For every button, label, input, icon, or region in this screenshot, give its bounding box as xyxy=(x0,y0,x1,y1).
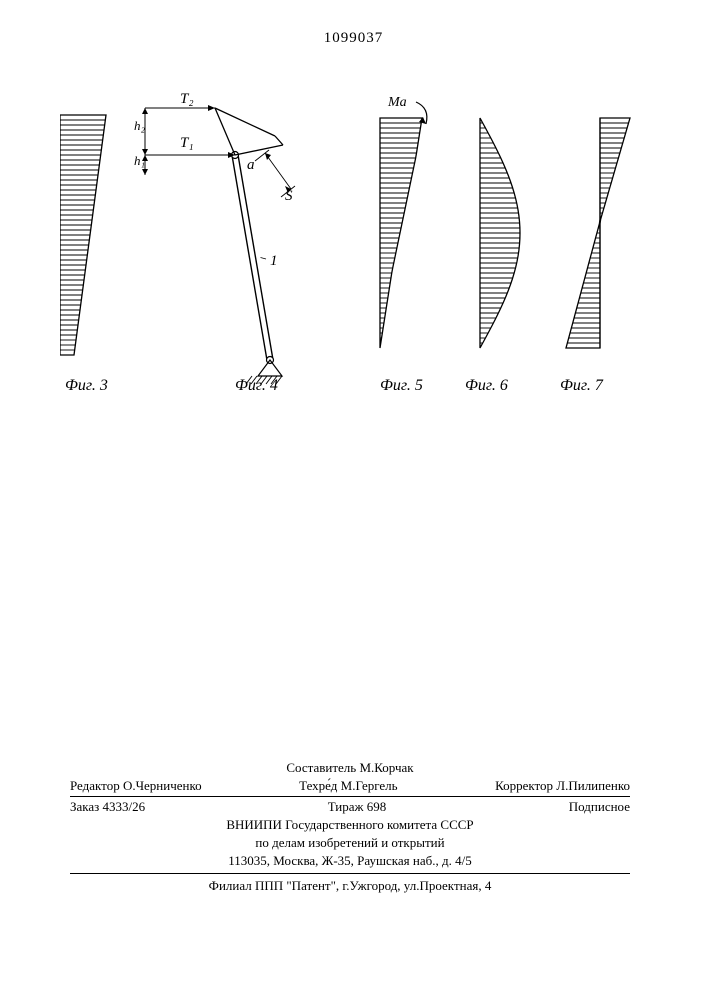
fig7-label: Фиг. 7 xyxy=(560,377,604,394)
editor: Редактор О.Черниченко xyxy=(70,778,202,794)
subscription: Подписное xyxy=(569,799,630,815)
svg-text:a: a xyxy=(247,157,255,173)
branch-line: Филиал ППП "Патент", г.Ужгород, ул.Проек… xyxy=(70,873,630,894)
fig5-label: Фиг. 5 xyxy=(380,377,423,394)
fig4-label: Фиг. 4 xyxy=(235,377,278,394)
svg-text:h₂: h₂ xyxy=(134,118,146,133)
corrector: Корректор Л.Пилипенко xyxy=(495,778,630,794)
techred: Техре́д М.Гергель xyxy=(299,778,397,794)
order-number: Заказ 4333/26 xyxy=(70,799,145,815)
fig3-label: Фиг. 3 xyxy=(65,377,108,394)
institution-line-2: по делам изобретений и открытий xyxy=(70,835,630,851)
institution-line-3: 113035, Москва, Ж-35, Раушская наб., д. … xyxy=(70,853,630,869)
svg-text:1: 1 xyxy=(270,253,278,269)
credits-block: Составитель М.Корчак Редактор О.Черничен… xyxy=(70,760,630,894)
institution-line-1: ВНИИПИ Государственного комитета СССР xyxy=(70,817,630,833)
print-run: Тираж 698 xyxy=(328,799,387,815)
compositor: Составитель М.Корчак xyxy=(70,760,630,776)
fig6-label: Фиг. 6 xyxy=(465,377,508,394)
svg-text:S: S xyxy=(285,188,293,204)
svg-text:T₁: T₁ xyxy=(180,135,194,151)
svg-text:T₂: T₂ xyxy=(180,91,194,107)
svg-text:Ma: Ma xyxy=(387,95,407,110)
figures-area: 1aT₁T₂h₂h₁SMaФиг. 3Фиг. 4Фиг. 5Фиг. 6Фиг… xyxy=(60,90,650,430)
patent-number: 1099037 xyxy=(0,30,707,47)
